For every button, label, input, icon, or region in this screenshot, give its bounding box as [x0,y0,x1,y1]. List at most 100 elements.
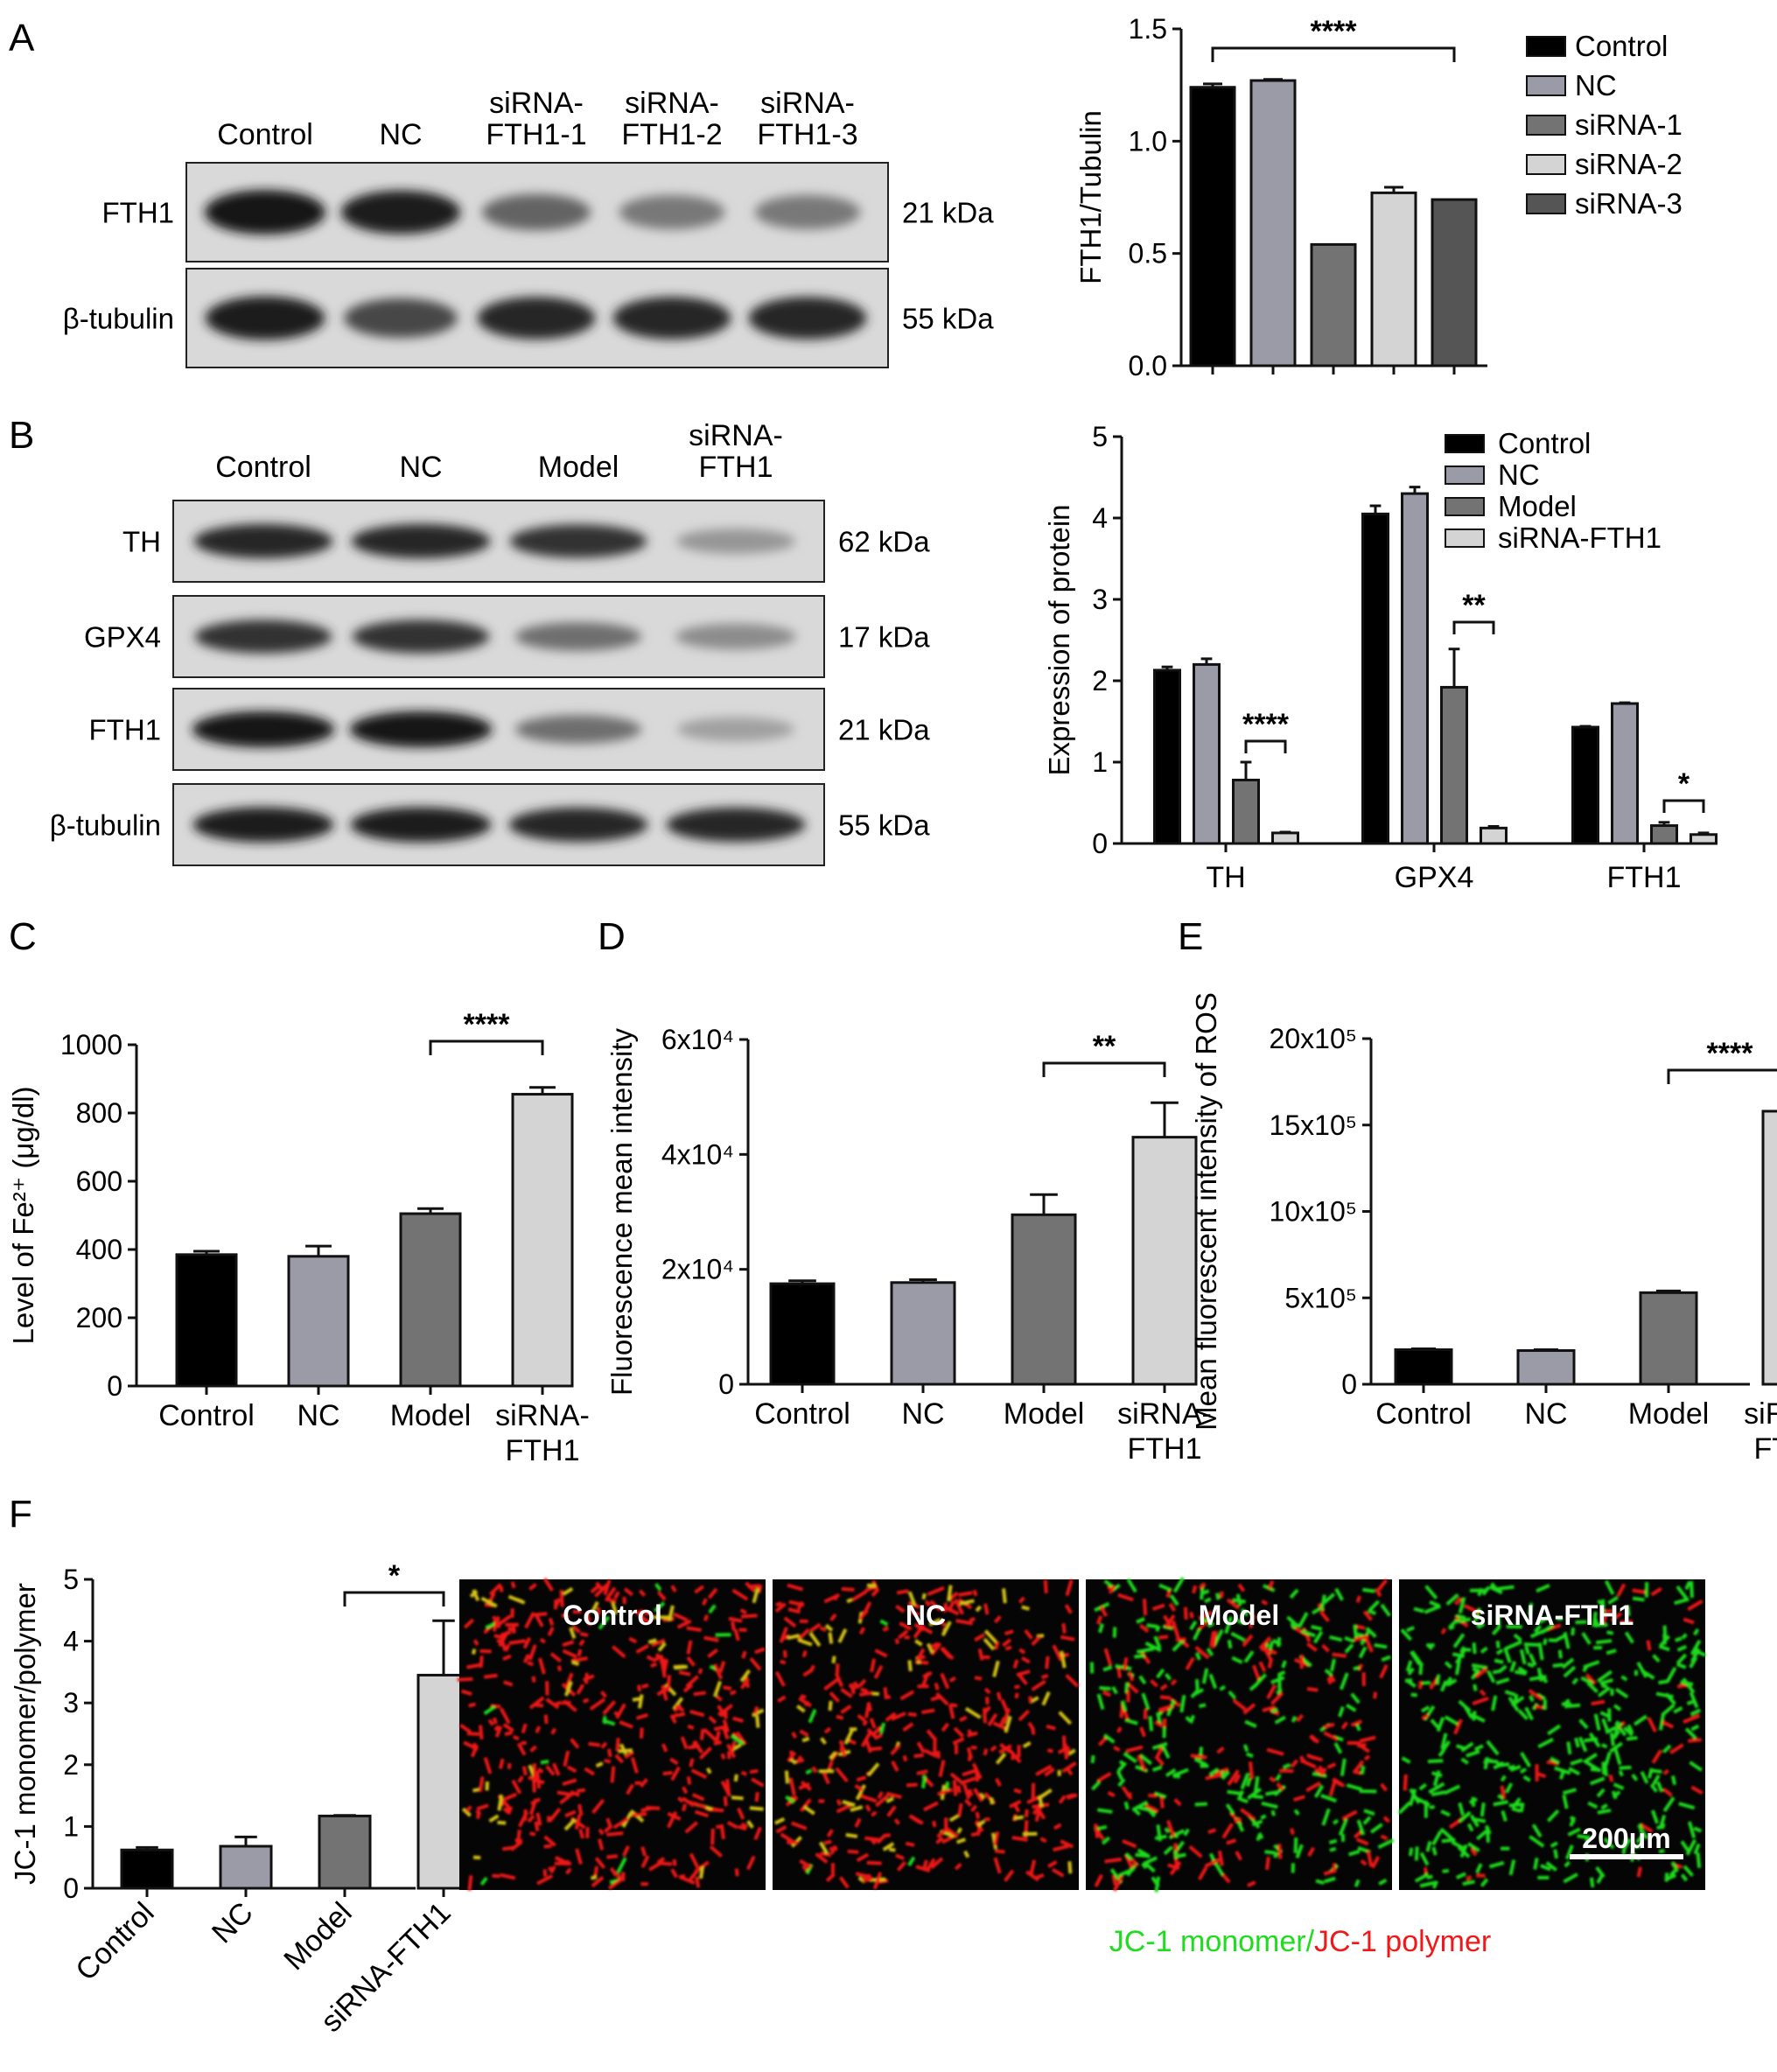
cell [893,1818,900,1825]
cell [829,1751,837,1760]
cell [488,1583,502,1596]
cell [886,1805,897,1817]
cell [511,1779,522,1795]
blot-row-label: β-tubulin [63,303,174,335]
cell [1471,1663,1488,1670]
cell [967,1728,975,1737]
cell [1354,1760,1365,1773]
cell [466,1732,479,1736]
cell [1601,1614,1608,1625]
cell [1422,1680,1431,1685]
cell [532,1763,537,1779]
cell [873,1732,883,1740]
cell [543,1844,552,1849]
cell [983,1705,991,1715]
cell [1664,1873,1677,1881]
cell [1662,1768,1669,1775]
cell [906,1782,918,1788]
legend-label: siRNA-1 [1575,108,1683,141]
cell [1124,1718,1138,1726]
cell [539,1637,546,1644]
cell [1209,1631,1216,1648]
cell [895,1604,906,1614]
cell [823,1839,832,1845]
cell [948,1591,959,1601]
y-tick-label: 400 [76,1234,122,1265]
cell [1410,1692,1418,1698]
cell [1543,1638,1548,1646]
cell [1550,1756,1561,1765]
cell [862,1719,869,1726]
cell [475,1810,482,1816]
cell [575,1848,583,1866]
cell [974,1633,985,1642]
cell [492,1873,500,1879]
cell [1528,1689,1543,1701]
blot-band [514,622,642,651]
x-category-label: siRNA-FTH1 [495,1399,590,1467]
cell [1611,1790,1618,1800]
cell [1213,1860,1225,1877]
legend-swatch [1526,115,1566,136]
cell [1098,1623,1104,1634]
cell [1249,1614,1256,1628]
cell [1340,1758,1347,1776]
cell [1440,1628,1447,1634]
cell [605,1817,613,1830]
cell [1113,1746,1121,1753]
bar [1611,702,1639,845]
cell [918,1655,926,1661]
cell [1356,1819,1366,1836]
cell [1227,1769,1240,1786]
cell [1474,1667,1488,1679]
cell [1452,1633,1466,1648]
cell [1043,1579,1048,1594]
cell [730,1740,737,1751]
cell [1620,1619,1633,1625]
cell [1124,1852,1133,1861]
cell [823,1677,839,1691]
panel-letter-a: A [9,17,35,60]
cell [1290,1828,1295,1835]
cell [954,1744,958,1754]
cell [597,1607,601,1616]
cell [1675,1636,1683,1642]
cell [1277,1637,1282,1648]
cell [1143,1856,1158,1866]
cell [1496,1615,1501,1628]
cell [1520,1751,1532,1768]
cell [984,1817,990,1822]
cell [1669,1743,1684,1754]
cell [1538,1615,1550,1625]
cell [1277,1672,1282,1690]
cell [866,1583,877,1588]
cell [1603,1837,1615,1850]
cell [1505,1782,1514,1794]
cell [1501,1846,1510,1851]
cell [899,1690,915,1701]
cell [1219,1591,1224,1599]
cell [1172,1774,1180,1779]
cell [1228,1690,1237,1700]
cell [578,1639,585,1647]
cell [622,1844,630,1857]
cell [1375,1587,1382,1598]
cell [995,1777,1002,1788]
cell [1428,1642,1435,1648]
cell-cluster [1397,1579,1707,1889]
cell [1004,1629,1014,1636]
cell [864,1804,871,1812]
cell [1060,1839,1074,1849]
cell [1096,1693,1105,1711]
cell [1492,1669,1502,1675]
cell [1618,1770,1624,1777]
cell [1405,1660,1413,1672]
cell [1362,1610,1374,1621]
cell [564,1810,577,1818]
cell [570,1738,580,1749]
cell [1174,1832,1179,1838]
cell [590,1600,599,1614]
cell [944,1825,959,1838]
cell [646,1655,654,1662]
